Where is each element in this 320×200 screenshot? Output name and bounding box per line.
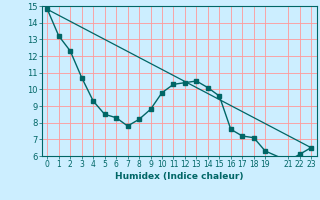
X-axis label: Humidex (Indice chaleur): Humidex (Indice chaleur) — [115, 172, 244, 181]
